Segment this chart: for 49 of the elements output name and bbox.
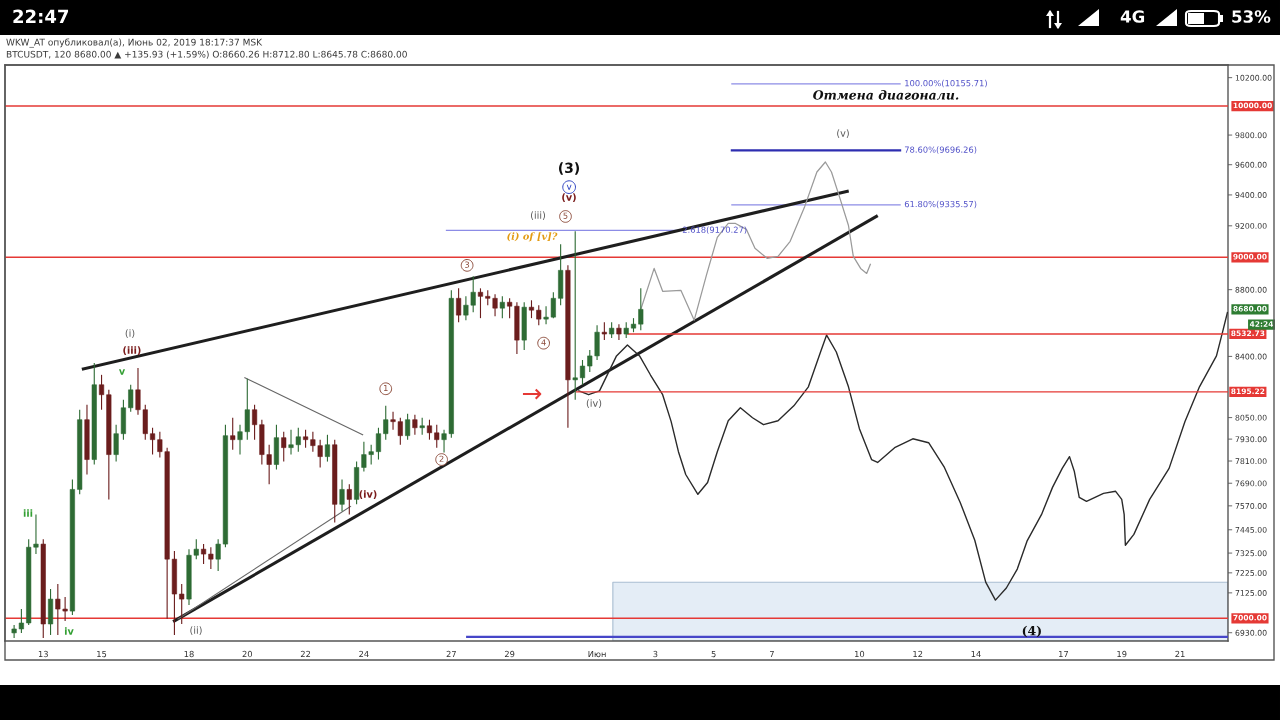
annotation: (v) [562,193,576,202]
x-tick-label: 21 [1175,650,1185,658]
x-tick-label: 15 [97,650,107,658]
annotation: 2 [439,455,444,462]
annotation: (ii) [190,626,202,635]
annotation: 100.00%(10155.71) [905,79,987,88]
text: 4G [1120,10,1145,23]
annotation: 3 [465,261,470,268]
annotation: 2.618(9170.27) [682,226,747,234]
chart-title: WKW_AT опубликовал(а), Июнь 02, 2019 18:17:37 MSK [6,38,263,48]
annotation: 78.60%(9696.26) [904,146,977,154]
annotation: (i) [125,329,135,338]
x-tick-label: 22 [300,650,311,658]
annotation: → [522,388,542,400]
annotation: iv [64,627,74,635]
x-tick-label: 14 [971,650,981,658]
x-tick-label: 7 [769,650,774,658]
x-tick-label: 18 [184,650,194,658]
x-tick-label: 5 [711,650,716,658]
annotation: iii [23,509,33,517]
text: 22:47 [13,9,69,23]
chart-subtitle: BTCUSDT, 120 8680.00 ▲ +135.93 (+1.59%) O:8660.26 H:8712.80 L:8645.78 C:8680.00 [6,50,407,59]
text: 53% [1232,10,1271,23]
annotation: (iv) [586,399,602,408]
x-tick-label: 3 [653,650,658,658]
x-tick-label: 17 [1059,650,1069,658]
annotation: (3) [559,162,579,175]
x-tick-label: 29 [504,650,515,658]
annotation: 5 [563,212,568,219]
annotation: (iii) [123,346,141,355]
x-tick-label: 19 [1117,650,1127,658]
annotation: (v) [837,129,849,138]
x-tick-label: 24 [359,650,369,658]
x-tick-label: Июн [588,650,606,658]
x-tick-label: 12 [913,650,923,658]
annotation: 1 [384,384,388,392]
x-tick-label: 13 [38,650,48,658]
annotation: 4 [541,339,546,346]
annotation: (iv) [359,490,377,499]
x-tick-label: 10 [855,650,865,658]
annotation: (iii) [530,211,546,220]
annotation: v [118,369,126,375]
annotation: v [566,184,572,190]
annotation: 61.80%(9335.57) [904,200,977,209]
annotation: (i) of [v]? [507,232,558,242]
x-tick-label: 27 [446,650,456,658]
annotation: (4) [1022,625,1041,638]
x-tick-label: 20 [242,650,253,658]
annotation: Отмена диагонали. [813,89,959,100]
